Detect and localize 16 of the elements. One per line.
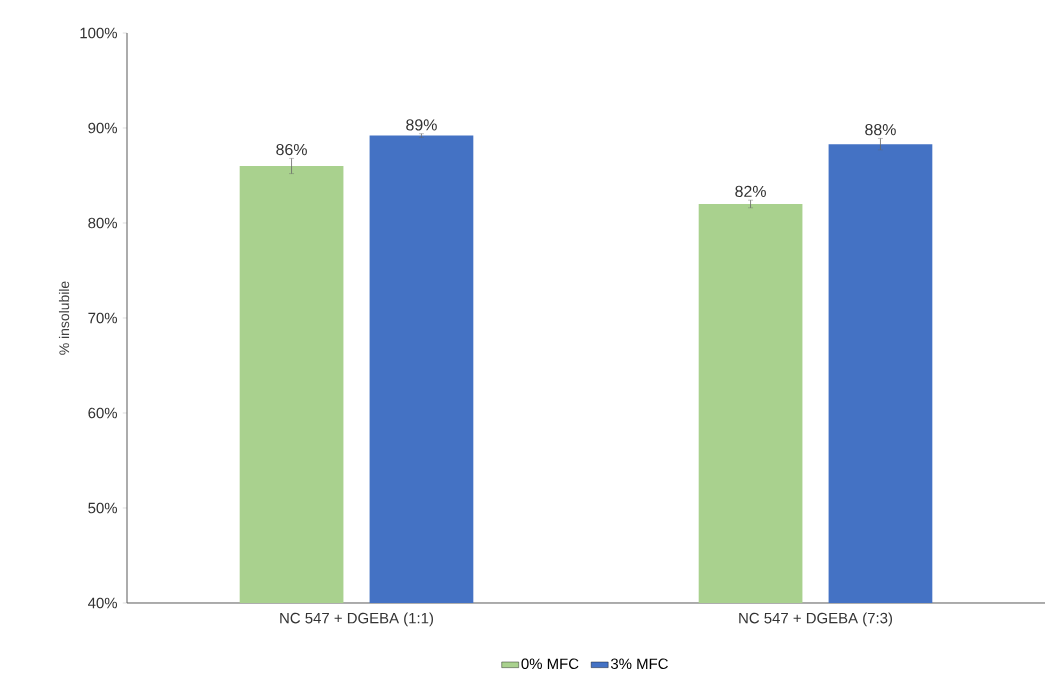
y-tick-label: 40% [88, 597, 118, 609]
legend-label: 0% MFC [521, 658, 579, 670]
x-tick-label: NC 547 + DGEBA (7:3) [739, 612, 893, 627]
data-label: 88% [865, 123, 896, 136]
legend-label: 3% MFC [610, 658, 668, 670]
data-label: 89% [406, 119, 437, 131]
y-tick-label: 70% [88, 312, 118, 324]
y-axis-title: % insolubile [58, 281, 70, 355]
x-tick-label: NC 547 + DGEBA (1:1) [280, 612, 433, 627]
y-tick-label: 80% [88, 217, 118, 229]
y-tick-label: 50% [88, 502, 118, 514]
y-tick-label: 90% [88, 122, 118, 134]
y-tick-label: 100% [80, 27, 118, 39]
data-label: 82% [735, 185, 766, 197]
data-label: 86% [276, 143, 307, 156]
y-tick-label: 60% [88, 407, 118, 419]
